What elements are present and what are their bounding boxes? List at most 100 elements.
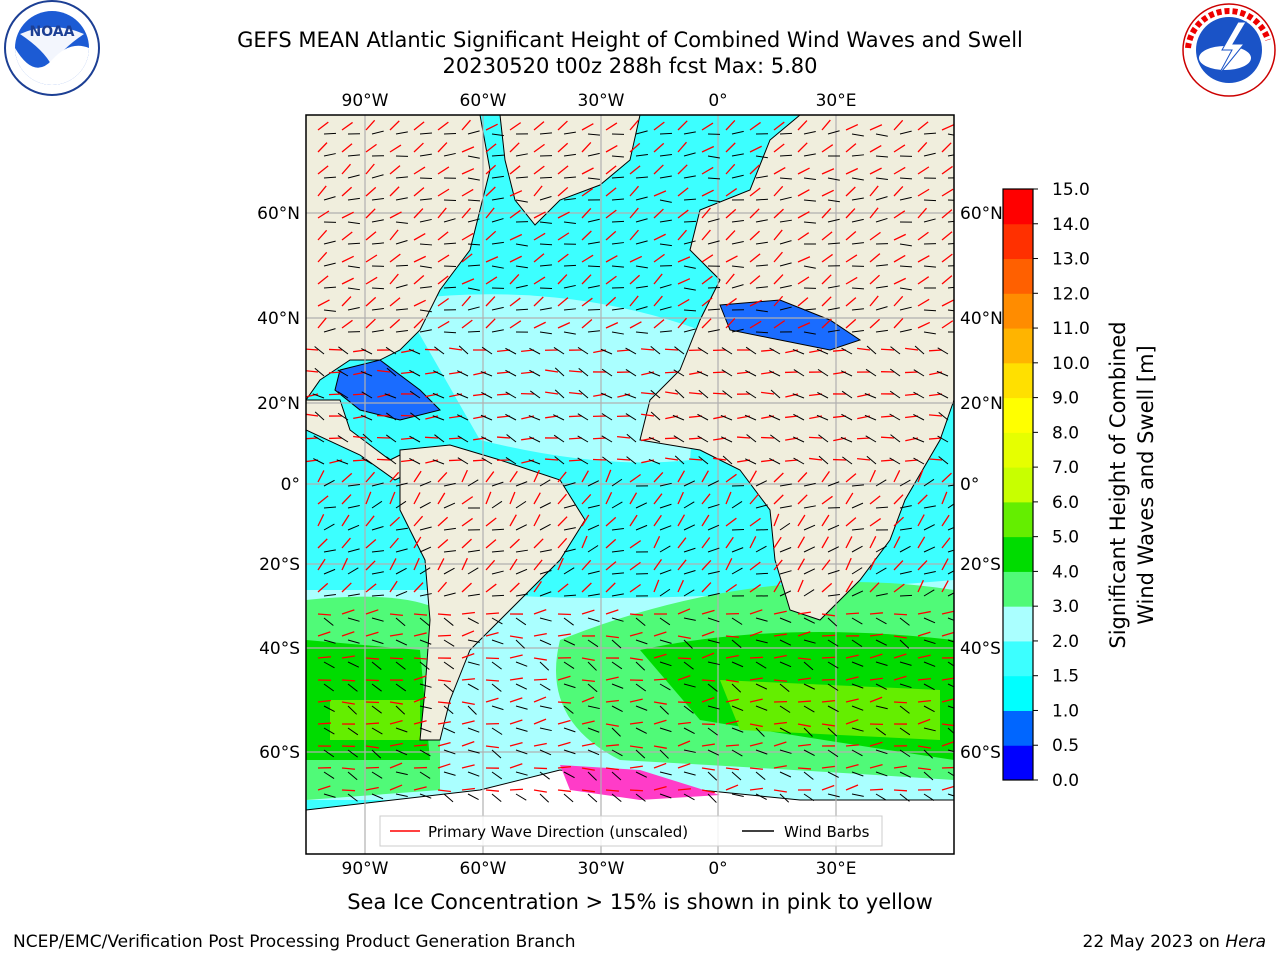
wave-direction-arrow	[533, 514, 541, 527]
wave-direction-arrow	[461, 278, 475, 285]
wind-barb	[563, 284, 576, 289]
wind-barb	[457, 370, 469, 377]
wind-barb	[371, 771, 383, 779]
wind-barb	[313, 435, 325, 443]
wind-barb	[323, 262, 336, 267]
wind-barb	[347, 505, 360, 509]
wave-direction-arrow	[568, 437, 583, 440]
wave-direction-arrow	[485, 143, 497, 153]
wind-barb	[467, 155, 480, 159]
wind-barb	[395, 264, 409, 267]
wind-barb	[371, 550, 384, 553]
wind-barb	[683, 524, 696, 531]
wind-barb	[395, 661, 406, 670]
wave-direction-arrow	[725, 120, 736, 131]
wave-direction-arrow	[317, 495, 329, 505]
wind-barb	[491, 727, 503, 735]
wind-barb	[851, 683, 864, 689]
wave-direction-arrow	[557, 765, 571, 769]
wave-direction-arrow	[557, 322, 571, 329]
wave-direction-arrow	[317, 538, 328, 549]
wind-barb	[371, 329, 384, 333]
wind-barb	[864, 393, 877, 399]
wind-barb	[923, 705, 935, 713]
wave-direction-arrow	[306, 348, 319, 351]
colorbar-swatch	[1003, 571, 1033, 607]
wave-direction-arrow	[712, 392, 727, 395]
wave-direction-arrow	[677, 635, 691, 640]
wind-barb	[803, 793, 815, 802]
wind-barb	[467, 218, 480, 223]
wave-direction-arrow	[533, 789, 547, 793]
wind-barb	[395, 548, 408, 553]
wind-barb	[803, 705, 815, 713]
graticule	[306, 115, 954, 854]
wind-barb	[539, 793, 550, 803]
wind-barb	[683, 309, 697, 312]
wind-barb	[674, 389, 685, 399]
wind-barb	[601, 368, 613, 377]
wave-direction-arrow	[509, 233, 523, 241]
wind-barb	[491, 241, 504, 245]
wind-barb	[875, 177, 888, 181]
wave-direction-arrow	[773, 320, 786, 329]
wave-direction-arrow	[306, 413, 319, 417]
y-tick-left: 40°S	[259, 639, 300, 659]
wind-barb	[395, 197, 408, 201]
wind-barb	[515, 481, 528, 487]
wave-direction-arrow	[845, 123, 859, 131]
wave-direction-arrow	[773, 580, 782, 593]
wind-barb	[323, 132, 337, 135]
wind-barb	[563, 727, 576, 733]
legend-wave-direction-label: Primary Wave Direction (unscaled)	[428, 823, 688, 841]
wave-direction-arrow	[365, 679, 380, 682]
wave-direction-arrow	[533, 211, 546, 219]
wind-barb	[659, 482, 672, 487]
wind-barb	[553, 346, 565, 355]
wind-barb	[779, 547, 792, 553]
wave-direction-arrow	[581, 470, 589, 483]
wind-barb	[851, 771, 864, 777]
wind-barb	[515, 265, 528, 269]
wind-barb	[443, 331, 457, 334]
wave-direction-arrow	[665, 391, 679, 395]
wave-direction-arrow	[437, 634, 452, 637]
wind-barb	[347, 617, 360, 622]
wave-direction-arrow	[389, 273, 399, 285]
wind-barb	[515, 284, 528, 289]
wave-direction-arrow	[365, 254, 378, 263]
wave-direction-arrow	[725, 317, 736, 329]
wave-direction-arrow	[869, 144, 882, 153]
wave-direction-arrow	[821, 470, 830, 483]
colorbar-tick-label: 8.0	[1052, 423, 1079, 443]
wind-barb	[443, 152, 456, 157]
wind-barb	[347, 197, 360, 201]
wave-direction-arrow	[365, 119, 376, 131]
wind-barb	[841, 413, 853, 421]
wind-barb	[539, 570, 552, 575]
wind-barb	[827, 569, 840, 575]
wave-direction-arrow	[581, 582, 592, 593]
wind-barb	[395, 308, 408, 311]
wave-direction-arrow	[701, 630, 715, 637]
wind-barb	[505, 457, 517, 465]
wave-direction-arrow	[893, 765, 907, 769]
footer-date-text: 22 May 2023 on	[1082, 932, 1226, 952]
legend-box	[379, 815, 883, 847]
wind-barb	[611, 307, 624, 311]
colorbar-tick-label: 13.0	[1052, 250, 1090, 270]
wave-direction-arrow	[677, 278, 691, 285]
wind-barb	[467, 330, 481, 333]
wave-direction-arrow	[389, 120, 400, 131]
wave-direction-arrow	[328, 393, 343, 396]
wave-direction-arrow	[749, 584, 762, 593]
wave-direction-arrow	[461, 741, 475, 747]
wave-direction-arrow	[509, 297, 521, 307]
wave-direction-arrow	[857, 347, 871, 351]
wave-direction-arrow	[461, 207, 471, 219]
wind-barb	[803, 308, 816, 311]
wave-direction-arrow	[653, 558, 663, 571]
wave-direction-arrow	[845, 698, 859, 703]
wind-barb	[385, 346, 397, 355]
